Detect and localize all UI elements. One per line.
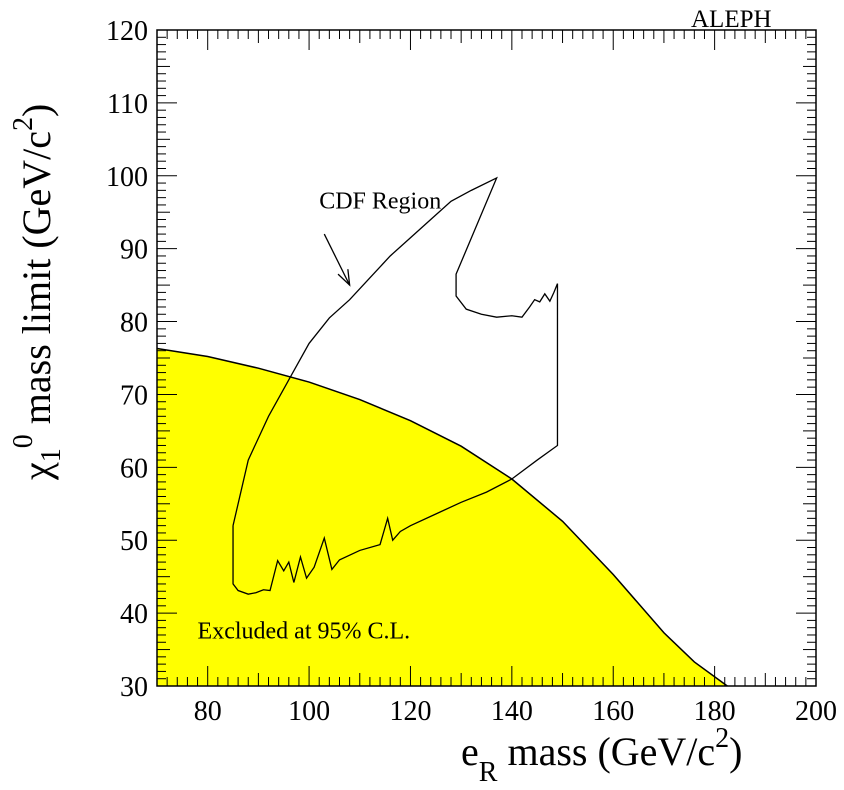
x-tick-label: 80 xyxy=(194,696,222,727)
x-tick-label: 200 xyxy=(795,696,837,727)
x-tick-label: 120 xyxy=(389,696,431,727)
annotation-arrow xyxy=(323,233,351,287)
y-tick-label: 120 xyxy=(106,16,148,47)
x-axis-title: eR mass (GeV/c2) xyxy=(461,723,743,788)
arrow-head xyxy=(337,269,351,287)
chart-areas xyxy=(156,176,728,687)
x-tick-label: 140 xyxy=(491,696,533,727)
series-cdf-region-contour xyxy=(232,176,559,595)
y-tick-label: 110 xyxy=(107,89,148,120)
axis-tick-labels: 80 100 120 140 160 180 200 30 40 50 60 70 80 90 100 110… xyxy=(106,16,837,727)
x-axis-title-end: ) xyxy=(729,729,742,774)
y-axis-title-sub: 1 xyxy=(36,448,67,462)
series-excluded-area xyxy=(157,348,728,686)
y-tick-label: 30 xyxy=(120,672,148,703)
x-tick-label: 100 xyxy=(288,696,330,727)
y-axis-title-main: χ xyxy=(14,462,59,481)
y-tick-label: 40 xyxy=(120,599,148,630)
y-axis-title-rest: mass limit (GeV/c xyxy=(14,131,59,434)
x-tick-label: 160 xyxy=(592,696,634,727)
arrow-shaft xyxy=(323,233,351,286)
y-tick-label: 60 xyxy=(120,453,148,484)
y-tick-label: 70 xyxy=(120,380,148,411)
y-axis-title-sup: 0 xyxy=(8,434,39,448)
x-axis-title-main: e xyxy=(461,729,479,774)
experiment-label: ALEPH xyxy=(691,6,772,33)
x-axis-title-rest: mass (GeV/c xyxy=(497,729,715,774)
y-axis-title-end: ) xyxy=(14,104,59,117)
x-tick-label: 180 xyxy=(694,696,736,727)
y-tick-label: 100 xyxy=(106,162,148,193)
y-axis-title: χ10 mass limit (GeV/c2) xyxy=(8,104,67,481)
axis-ticks xyxy=(156,29,817,687)
annotation-excluded: Excluded at 95% C.L. xyxy=(198,619,411,645)
y-tick-label: 90 xyxy=(120,235,148,266)
annotation-cdf-region: CDF Region xyxy=(319,189,441,215)
x-axis-title-sup: 2 xyxy=(715,723,729,754)
series-excluded-boundary xyxy=(156,347,728,687)
y-tick-label: 50 xyxy=(120,526,148,557)
y-axis-title-sup2: 2 xyxy=(8,117,39,131)
y-tick-label: 80 xyxy=(120,308,148,339)
x-axis-title-sub: R xyxy=(479,757,498,788)
